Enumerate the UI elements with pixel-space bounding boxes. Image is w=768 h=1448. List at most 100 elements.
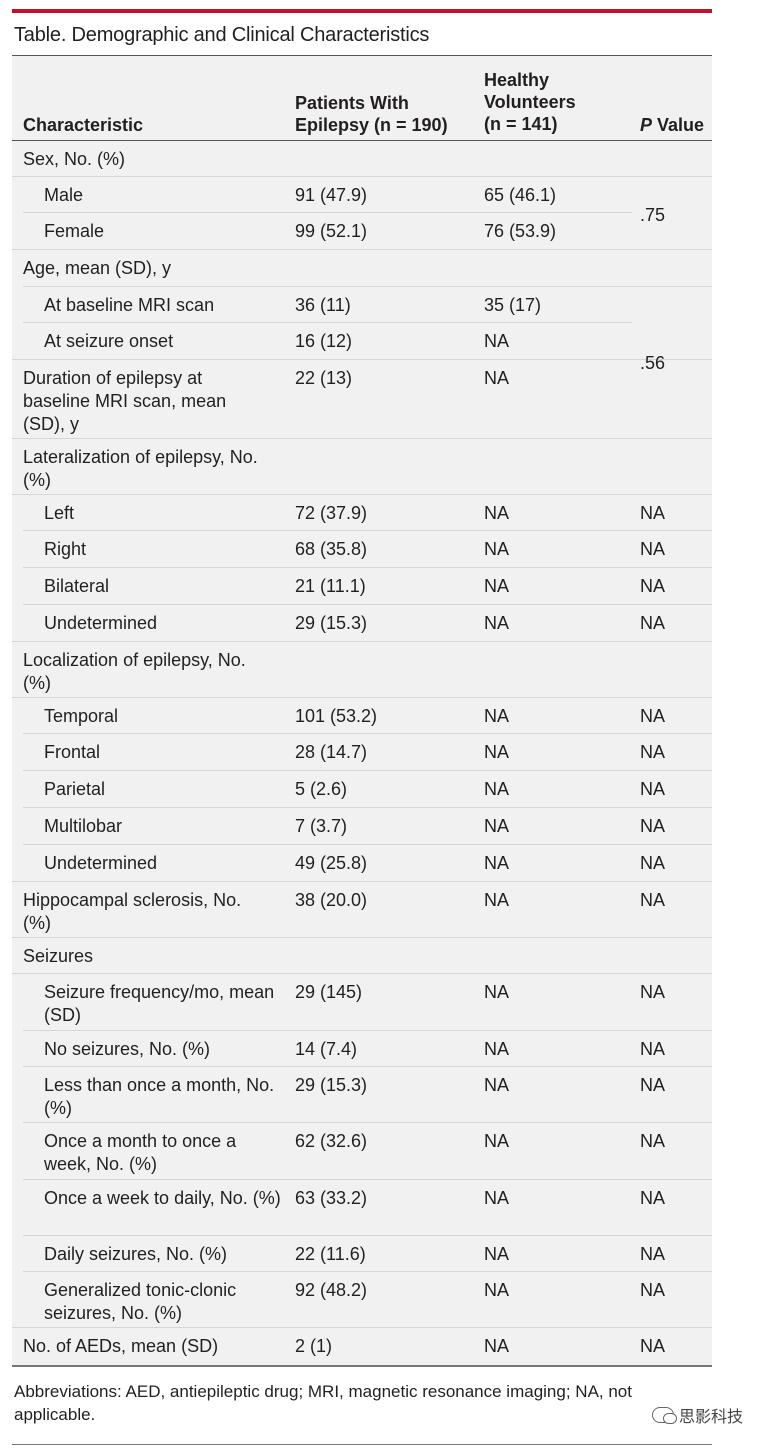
patients-cell: 49 (25.8) <box>295 853 368 873</box>
healthy-cell: NA <box>484 706 510 726</box>
top-red-rule <box>12 9 712 13</box>
healthy-cell: NA <box>484 1280 510 1300</box>
characteristic-cell: Male <box>44 185 84 205</box>
healthy-cell: 65 (46.1) <box>484 185 557 205</box>
row-separator <box>23 1122 712 1123</box>
healthy-cell: NA <box>484 576 510 596</box>
characteristic-cell: Right <box>44 539 87 559</box>
row-separator <box>12 973 712 974</box>
table-background <box>12 56 712 1365</box>
patients-cell: 72 (37.9) <box>295 503 368 523</box>
p-value-cell: NA <box>640 1039 666 1059</box>
table-row: Once a month to once a week, No. (%) 62 (… <box>12 1123 712 1180</box>
row-separator <box>23 733 712 734</box>
p-value-cell: NA <box>640 779 666 799</box>
patients-cell: 22 (13) <box>295 368 353 388</box>
table-row: Parietal 5 (2.6) NA NA <box>12 771 712 808</box>
table-row: Left 72 (37.9) NA NA <box>12 495 712 531</box>
row-separator <box>12 881 712 882</box>
patients-cell: 14 (7.4) <box>295 1039 358 1059</box>
patients-cell: 38 (20.0) <box>295 890 368 910</box>
p-value-sex: .75 <box>640 205 666 225</box>
healthy-cell: NA <box>484 613 510 633</box>
characteristic-cell: Less than once a month, No. (%) <box>44 1075 275 1118</box>
table-row: At seizure onset 16 (12) NA <box>12 323 712 360</box>
table-row: Bilateral 21 (11.1) NA NA <box>12 568 712 605</box>
p-value-cell: NA <box>640 890 666 910</box>
header-healthy-line2: Volunteers <box>484 92 576 112</box>
header-p-rest: Value <box>652 115 705 135</box>
header-patients: Patients With Epilepsy (n = 190) <box>295 92 448 136</box>
row-separator <box>23 212 632 213</box>
characteristic-cell: Parietal <box>44 779 106 799</box>
header-healthy-line1: Healthy <box>484 70 550 90</box>
characteristic-cell: Age, mean (SD), y <box>23 258 172 278</box>
patients-cell: 5 (2.6) <box>295 779 348 799</box>
characteristic-cell: Sex, No. (%) <box>23 149 126 169</box>
p-value-cell: NA <box>640 503 666 523</box>
patients-cell: 101 (53.2) <box>295 706 378 726</box>
header-healthy-line3: (n = 141) <box>484 114 558 134</box>
healthy-cell: NA <box>484 982 510 1002</box>
characteristic-cell: Left <box>44 503 75 523</box>
characteristic-cell: Undetermined <box>44 853 158 873</box>
healthy-cell: NA <box>484 816 510 836</box>
patients-cell: 68 (35.8) <box>295 539 368 559</box>
p-value-cell: NA <box>640 982 666 1002</box>
header-rule <box>12 140 712 141</box>
table-row: No. of AEDs, mean (SD) 2 (1) NA NA <box>12 1328 712 1365</box>
row-separator <box>23 322 632 323</box>
characteristic-cell: Localization of epilepsy, No. (%) <box>23 650 246 693</box>
row-separator <box>23 1179 712 1180</box>
table-row: Undetermined 29 (15.3) NA NA <box>12 605 712 642</box>
characteristic-cell: At seizure onset <box>44 331 174 351</box>
characteristic-cell: Multilobar <box>44 816 123 836</box>
patients-cell: 22 (11.6) <box>295 1244 366 1264</box>
healthy-cell: 35 (17) <box>484 295 542 315</box>
patients-cell: 29 (145) <box>295 982 363 1002</box>
row-separator <box>12 249 712 250</box>
table-row: At baseline MRI scan 36 (11) 35 (17) <box>12 287 712 323</box>
p-value-cell: NA <box>640 1336 666 1356</box>
p-value-cell: NA <box>640 1188 666 1208</box>
characteristic-cell: Seizure frequency/mo, mean (SD) <box>44 982 275 1025</box>
row-separator <box>12 494 712 495</box>
watermark-text: 思影科技 <box>679 1409 744 1426</box>
patients-cell: 7 (3.7) <box>295 816 348 836</box>
row-separator <box>23 567 712 568</box>
healthy-cell: NA <box>484 368 510 388</box>
p-value-cell: NA <box>640 742 666 762</box>
table-row: Generalized tonic-clonic seizures, No. (… <box>12 1272 712 1328</box>
characteristic-cell: Frontal <box>44 742 101 762</box>
header-p-italic: P <box>640 115 653 135</box>
patients-cell: 62 (32.6) <box>295 1131 368 1151</box>
row-separator <box>23 604 712 605</box>
header-patients-line1: Patients With <box>295 93 409 113</box>
characteristic-cell: Lateralization of epilepsy, No. (%) <box>23 447 258 490</box>
header-characteristic: Characteristic <box>23 115 144 135</box>
table-row: Seizures <box>12 938 712 974</box>
healthy-cell: NA <box>484 1336 510 1356</box>
row-separator <box>23 844 712 845</box>
chat-bubble-icon <box>652 1407 677 1424</box>
row-separator <box>23 286 712 287</box>
characteristic-cell: At baseline MRI scan <box>44 295 215 315</box>
table-row: Male 91 (47.9) 65 (46.1) <box>12 177 712 213</box>
healthy-cell: NA <box>484 742 510 762</box>
row-separator <box>23 1066 712 1067</box>
p-value-cell: NA <box>640 613 666 633</box>
characteristic-cell: No. of AEDs, mean (SD) <box>23 1336 219 1356</box>
healthy-cell: NA <box>484 503 510 523</box>
row-separator <box>23 1271 712 1272</box>
patients-cell: 36 (11) <box>295 295 351 315</box>
characteristic-cell: Bilateral <box>44 576 110 596</box>
p-value-cell: NA <box>640 816 666 836</box>
p-value-cell: NA <box>640 1244 666 1264</box>
row-separator <box>23 770 712 771</box>
characteristic-cell: No seizures, No. (%) <box>44 1039 211 1059</box>
header-p-value: P Value <box>640 114 704 136</box>
healthy-cell: NA <box>484 1075 510 1095</box>
healthy-cell: NA <box>484 890 510 910</box>
characteristic-cell: Hippocampal sclerosis, No. (%) <box>23 890 242 933</box>
patients-cell: 16 (12) <box>295 331 353 351</box>
